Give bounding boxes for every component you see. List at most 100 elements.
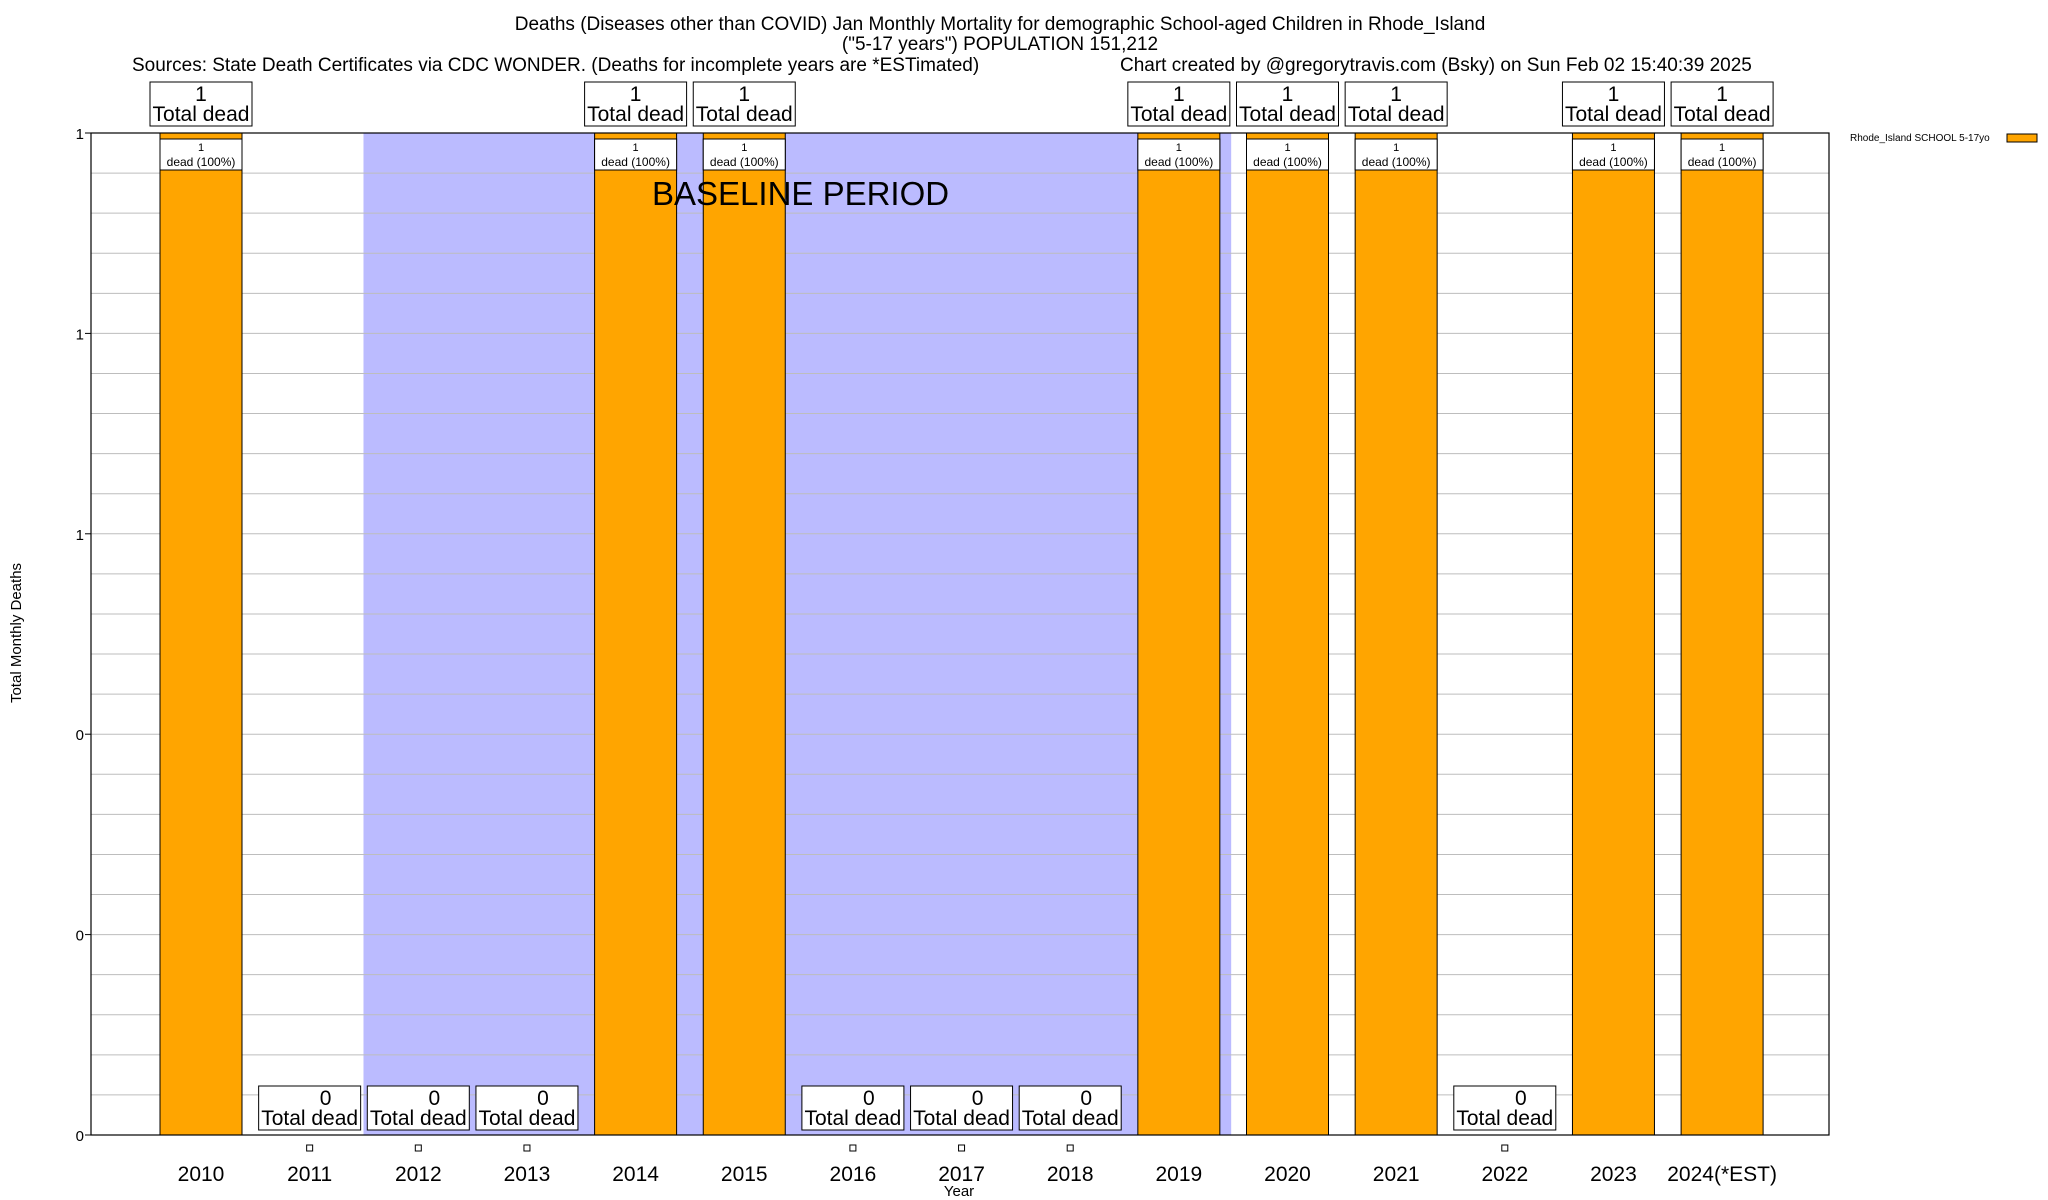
x-tick-label: 2022 — [1481, 1163, 1528, 1186]
bar-2015 — [702, 132, 786, 1136]
segment-label: dead (100%) — [710, 155, 779, 169]
baseline-bands — [363, 133, 1232, 1135]
zero-marker-2016 — [849, 1144, 857, 1152]
bar-2023 — [1571, 132, 1655, 1136]
segment-value: 1 — [198, 142, 204, 154]
zero-marker-2013 — [523, 1144, 531, 1152]
total-label: Total dead — [1674, 103, 1771, 126]
total-label: Total dead — [587, 103, 684, 126]
x-tick-label: 2021 — [1373, 1163, 1420, 1186]
total-label-box — [1344, 81, 1448, 127]
zero-marker-2022 — [1501, 1144, 1509, 1152]
bar-2019 — [1137, 132, 1221, 1136]
segment-value: 1 — [1393, 142, 1399, 154]
segment-label-box — [1137, 138, 1221, 171]
segment-value: 1 — [1176, 142, 1182, 154]
total-label-box — [801, 1085, 905, 1131]
total-value: 1 — [1173, 83, 1185, 106]
zero-marker-2018 — [1066, 1144, 1074, 1152]
total-label: Total dead — [804, 1107, 901, 1130]
total-label: Total dead — [1456, 1107, 1553, 1130]
total-label: Total dead — [370, 1107, 467, 1130]
legend: Rhode_Island SCHOOL 5-17yo — [1850, 133, 2038, 144]
total-label: Total dead — [696, 103, 793, 126]
bar-2020 — [1246, 132, 1329, 1136]
total-value: 1 — [738, 83, 750, 106]
legend-label: Rhode_Island SCHOOL 5-17yo — [1850, 133, 1990, 144]
total-label-box — [1127, 81, 1231, 127]
zero-marker-2011 — [306, 1144, 314, 1152]
total-value: 1 — [630, 83, 642, 106]
legend-swatch — [2006, 133, 2038, 143]
total-label-box — [366, 1085, 470, 1131]
total-label-box — [584, 81, 688, 127]
total-label-box — [692, 81, 796, 127]
segment-label: dead (100%) — [1579, 155, 1648, 169]
x-tick-label: 2016 — [830, 1163, 877, 1186]
segment-label-box — [1354, 138, 1438, 171]
segment-value: 1 — [633, 142, 639, 154]
total-label-box — [1453, 1085, 1557, 1131]
gridlines — [91, 172, 1829, 1096]
total-label: Total dead — [1130, 103, 1227, 126]
segment-label-box — [702, 138, 786, 171]
y-tick-label: 0 — [76, 928, 84, 945]
segment-label-box — [159, 138, 243, 171]
bar-2010 — [159, 132, 243, 1136]
x-tick-label: 2024(*EST) — [1667, 1163, 1777, 1186]
x-tick-label: 2011 — [287, 1163, 332, 1186]
segment-value: 1 — [1284, 142, 1290, 154]
total-label: Total dead — [1565, 103, 1662, 126]
total-label-box — [475, 1085, 579, 1131]
y-tick-label: 1 — [76, 326, 84, 343]
x-tick-label: 2013 — [504, 1163, 551, 1186]
segment-label: dead (100%) — [1144, 155, 1213, 169]
plot-frame — [90, 132, 1830, 1136]
chart-sources: Sources: State Death Certificates via CD… — [132, 55, 979, 76]
x-tick-label: 2017 — [938, 1163, 985, 1186]
bar-2014 — [594, 132, 678, 1136]
total-value: 0 — [1515, 1087, 1527, 1110]
total-value: 1 — [1716, 83, 1728, 106]
x-tick-label: 2010 — [178, 1163, 225, 1186]
segment-value: 1 — [1719, 142, 1725, 154]
bar-2021 — [1354, 132, 1438, 1136]
x-tick-label: 2019 — [1155, 1163, 1202, 1186]
x-tick-label: 2023 — [1590, 1163, 1637, 1186]
zero-marker-2012 — [414, 1144, 422, 1152]
total-label-box — [1561, 81, 1665, 127]
baseline-band — [363, 133, 1232, 1135]
segment-label: dead (100%) — [1688, 155, 1757, 169]
total-label-box — [1670, 81, 1774, 127]
x-tick-label: 2012 — [395, 1163, 442, 1186]
y-tick-label: 1 — [76, 527, 84, 544]
x-tick-label: 2014 — [612, 1163, 659, 1186]
segment-label: dead (100%) — [1253, 155, 1322, 169]
segment-value: 1 — [741, 142, 747, 154]
total-value: 0 — [537, 1087, 549, 1110]
total-value: 0 — [863, 1087, 875, 1110]
total-label: Total dead — [1348, 103, 1445, 126]
total-label-box — [910, 1085, 1014, 1131]
segment-label: dead (100%) — [167, 155, 236, 169]
segment-value: 1 — [1610, 142, 1616, 154]
total-value: 1 — [1282, 83, 1294, 106]
total-value: 0 — [1080, 1087, 1092, 1110]
total-label: Total dead — [1022, 1107, 1119, 1130]
total-label: Total dead — [913, 1107, 1010, 1130]
segment-label-box — [1246, 138, 1329, 171]
x-tick-label: 2018 — [1047, 1163, 1094, 1186]
x-axis-label: Year — [944, 1183, 974, 1200]
y-tick-label: 0 — [76, 727, 84, 744]
y-ticks: 0 0 0 1 1 1 — [76, 126, 91, 1145]
chart-title-line2: ("5-17 years") POPULATION 151,212 — [842, 34, 1158, 55]
baseline-period-label: BASELINE PERIOD — [652, 175, 949, 212]
total-label-box — [1236, 81, 1339, 127]
segment-label-box — [594, 138, 678, 171]
total-label: Total dead — [153, 103, 250, 126]
bar-2024(*EST) — [1680, 132, 1764, 1136]
x-tick-label: 2020 — [1264, 1163, 1311, 1186]
total-value: 0 — [428, 1087, 440, 1110]
x-tick-label: 2015 — [721, 1163, 768, 1186]
